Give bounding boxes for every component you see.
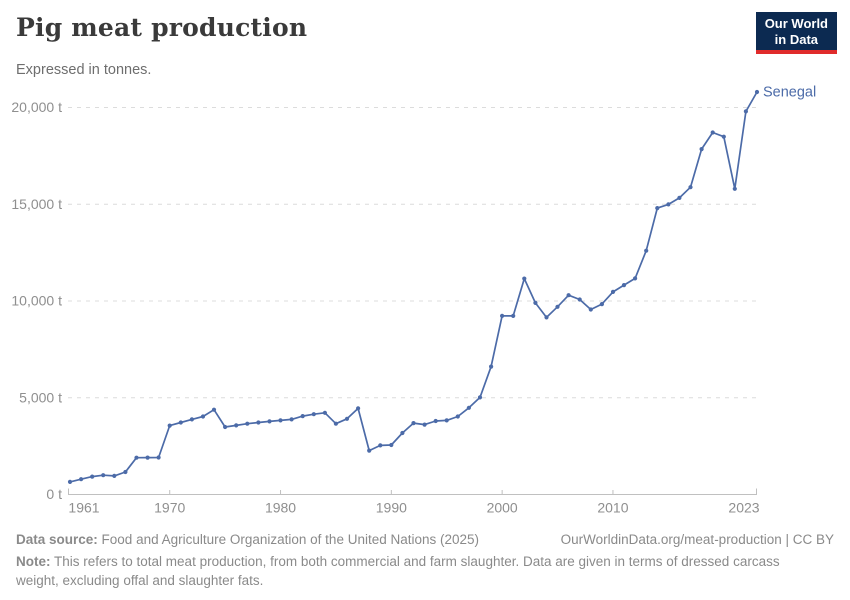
data-point xyxy=(189,417,194,422)
data-point xyxy=(356,406,361,411)
chart-footer: Data source: Food and Agriculture Organi… xyxy=(16,530,834,590)
data-source-text: Food and Agriculture Organization of the… xyxy=(101,532,480,547)
data-point xyxy=(544,315,549,320)
data-point xyxy=(267,419,272,424)
data-point xyxy=(90,474,95,479)
line-chart: 0 t 5,000 t 10,000 t 15,000 t 20,000 t 1961 19… xyxy=(11,85,816,516)
note-label: Note: xyxy=(16,554,51,569)
owid-logo: Our World in Data xyxy=(755,12,837,54)
data-point xyxy=(688,185,693,190)
x-axis-label: 1970 xyxy=(154,500,185,516)
data-point xyxy=(134,455,139,460)
data-point xyxy=(433,418,438,424)
data-point xyxy=(566,293,571,298)
attribution-link[interactable]: OurWorldinData.org/meat-production | CC … xyxy=(560,532,834,547)
data-point xyxy=(156,455,161,460)
data-point xyxy=(178,420,183,425)
data-point xyxy=(322,410,327,415)
y-axis-label: 15,000 t xyxy=(11,196,62,212)
data-point xyxy=(389,442,394,448)
data-point xyxy=(743,109,749,114)
data-point xyxy=(754,89,760,95)
data-point xyxy=(599,302,605,307)
data-point xyxy=(300,414,305,419)
data-source: Data source: Food and Agriculture Organi… xyxy=(16,530,479,549)
data-point xyxy=(710,130,715,135)
data-point xyxy=(489,364,494,369)
data-point xyxy=(500,313,505,318)
data-point xyxy=(79,477,84,482)
data-point xyxy=(455,414,460,419)
x-axis-label: 1980 xyxy=(265,500,296,516)
data-point xyxy=(721,134,726,139)
data-point xyxy=(533,300,538,305)
x-axis-label: 2000 xyxy=(487,500,518,516)
note-text: This refers to total meat production, fr… xyxy=(16,554,780,588)
data-point xyxy=(289,417,294,422)
y-axis-label: 10,000 t xyxy=(11,293,62,309)
data-point xyxy=(256,420,261,425)
data-point xyxy=(101,473,106,478)
data-point xyxy=(411,421,416,426)
data-point xyxy=(511,313,516,318)
page-subtitle: Expressed in tonnes. xyxy=(16,62,152,78)
y-axis-label: 5,000 t xyxy=(19,389,62,405)
owid-logo-line1: Our World xyxy=(764,16,828,31)
chart-note: Note: This refers to total meat producti… xyxy=(16,552,802,590)
data-point xyxy=(123,469,128,475)
data-point xyxy=(367,448,372,453)
data-point xyxy=(223,424,228,430)
data-point xyxy=(400,430,405,436)
data-point xyxy=(422,422,427,427)
owid-logo-line2: in Data xyxy=(774,32,819,47)
x-axis-label: 1990 xyxy=(376,500,407,516)
data-point xyxy=(245,421,250,426)
data-point xyxy=(67,479,73,484)
data-point xyxy=(699,147,704,152)
data-point xyxy=(200,414,206,419)
y-axis-label: 0 t xyxy=(46,486,62,502)
data-point xyxy=(633,276,638,281)
data-point xyxy=(234,423,239,428)
data-point xyxy=(522,276,527,281)
series-end-label: Senegal xyxy=(763,85,816,101)
data-point xyxy=(378,443,383,448)
data-point xyxy=(732,186,737,191)
data-point xyxy=(333,421,338,426)
data-point xyxy=(555,304,560,309)
data-point xyxy=(211,407,217,412)
data-point xyxy=(145,455,150,460)
data-point xyxy=(477,395,483,400)
data-point xyxy=(610,289,616,294)
x-axis-label: 2010 xyxy=(597,500,628,516)
data-point xyxy=(588,307,593,312)
data-point xyxy=(621,283,627,288)
x-axis-label: 2023 xyxy=(728,500,759,516)
data-point xyxy=(466,405,471,410)
data-point xyxy=(344,416,350,421)
data-point xyxy=(112,473,117,478)
x-axis-label: 1961 xyxy=(68,500,99,516)
data-point xyxy=(677,195,682,200)
data-point xyxy=(444,418,449,423)
data-point xyxy=(167,423,172,428)
data-point xyxy=(311,412,316,417)
data-point xyxy=(666,202,671,207)
data-point xyxy=(655,206,660,211)
data-point xyxy=(278,418,283,423)
data-source-label: Data source: xyxy=(16,532,98,547)
data-point xyxy=(644,248,649,253)
data-point xyxy=(577,297,582,302)
y-axis-label: 20,000 t xyxy=(11,99,62,115)
page-title: Pig meat production xyxy=(16,13,308,42)
